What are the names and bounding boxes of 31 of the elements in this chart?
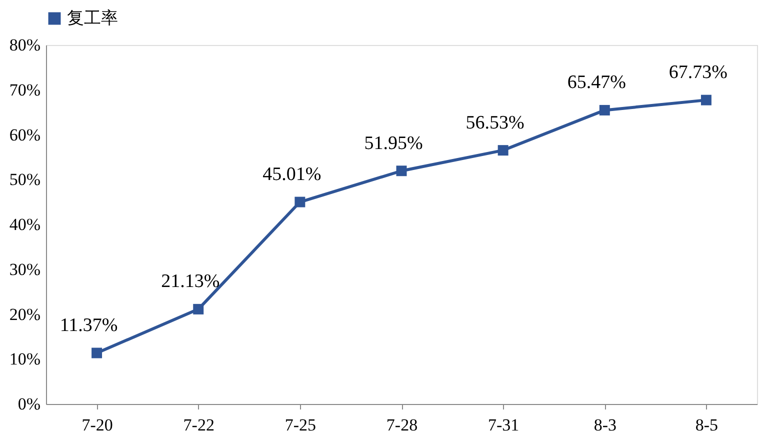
point [498,145,508,156]
data-label: 45.01% [262,164,322,186]
y-tick-label: 50% [9,170,40,190]
y-tick-label: 30% [9,260,40,279]
data-label: 67.73% [668,62,728,84]
data-label: 21.13% [161,271,220,292]
y-tick-label: 70% [9,80,40,100]
x-tick-label: 7-22 [183,416,214,434]
data-label: 65.47% [567,72,626,94]
data-label: 56.53% [466,112,525,134]
y-tick-label: 20% [9,304,40,324]
point [294,196,306,208]
data-label: 11.37% [60,314,118,336]
data-label: 51.95% [364,132,423,154]
y-tick-label: 80% [9,36,40,54]
y-tick-label: 40% [9,215,40,234]
point [92,348,102,358]
y-tick-label: 0% [18,394,40,414]
point [193,304,204,314]
y-tick-label: 60% [9,125,40,144]
point [396,166,407,176]
x-tick-label: 7-28 [386,416,418,434]
x-tick-label: 7-20 [82,416,113,434]
point [599,104,610,116]
x-tick-label: 7-25 [284,416,316,434]
x-tick-label: 8-3 [594,416,616,434]
y-tick-label: 10% [9,350,40,369]
x-tick-label: 7-31 [488,416,520,434]
legend-label: 复工率 [67,8,118,28]
x-tick-label: 8-5 [695,416,718,434]
point [700,94,712,106]
